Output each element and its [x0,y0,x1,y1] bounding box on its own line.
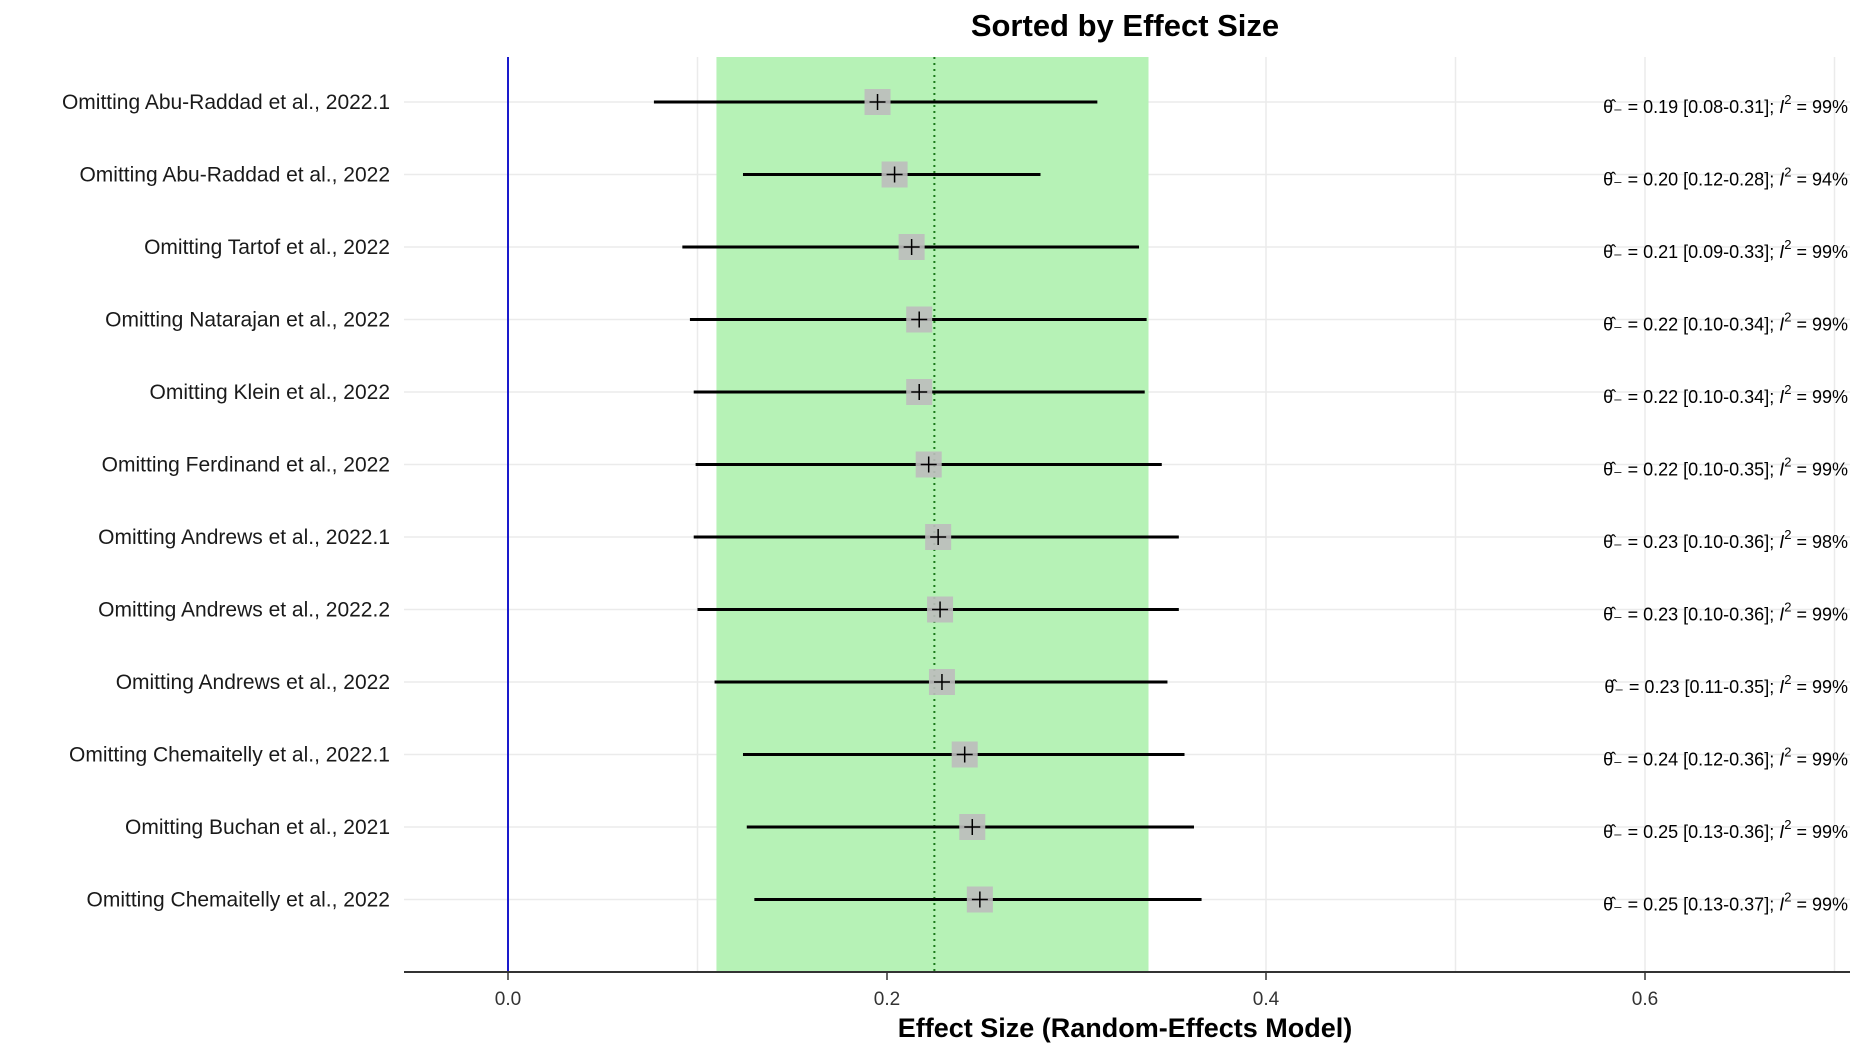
estimate-annotation: θ̂₋ = 0.24 [0.12-0.36]; I2 = 99% [1603,745,1848,770]
i2-symbol: I [1779,822,1784,842]
theta-hat-symbol: θ̂₋ [1603,895,1623,915]
estimate-annotation: θ̂₋ = 0.22 [0.10-0.34]; I2 = 99% [1603,382,1848,407]
study-label: Omitting Andrews et al., 2022.2 [98,599,390,622]
estimate-value: = 0.23 [0.10-0.36]; [1623,605,1780,625]
estimate-annotation: θ̂₋ = 0.21 [0.09-0.33]; I2 = 99% [1603,237,1848,262]
estimate-value: = 0.25 [0.13-0.36]; [1623,822,1780,842]
i2-superscript: 2 [1784,382,1791,397]
study-label: Omitting Chemaitelly et al., 2022.1 [69,744,390,767]
reference-lines [404,57,1850,980]
estimate-value: = 0.19 [0.08-0.31]; [1623,97,1780,117]
study-label: Omitting Abu-Raddad et al., 2022.1 [62,91,390,114]
i2-superscript: 2 [1784,165,1791,180]
study-label: Omitting Abu-Raddad et al., 2022 [79,164,390,187]
i2-symbol: I [1779,750,1784,770]
x-axis-title: Effect Size (Random-Effects Model) [898,1013,1353,1043]
x-tick-label: 0.6 [1632,989,1658,1010]
i2-symbol: I [1779,605,1784,625]
study-label: Omitting Chemaitelly et al., 2022 [87,889,390,912]
x-tick-label: 0.0 [495,989,521,1010]
i2-symbol: I [1779,315,1784,335]
i2-superscript: 2 [1784,600,1791,615]
estimate-value: = 0.23 [0.10-0.36]; [1623,532,1780,552]
i2-superscript: 2 [1784,92,1791,107]
estimate-value: = 0.22 [0.10-0.34]; [1623,315,1780,335]
pooled-ci-rect [716,57,1149,972]
i2-value: = 98% [1791,532,1848,552]
text-layer: Sorted by Effect Size Effect Size (Rando… [62,8,1848,1043]
i2-symbol: I [1779,895,1784,915]
i2-symbol: I [1779,532,1784,552]
chart-title: Sorted by Effect Size [971,8,1279,43]
theta-hat-symbol: θ̂₋ [1603,97,1623,117]
i2-symbol: I [1779,97,1784,117]
i2-symbol: I [1779,387,1784,407]
x-tick-label: 0.2 [874,989,900,1010]
study-label: Omitting Andrews et al., 2022 [116,671,390,694]
i2-superscript: 2 [1784,455,1791,470]
i2-superscript: 2 [1784,672,1791,687]
i2-value: = 99% [1791,97,1848,117]
i2-value: = 99% [1791,242,1848,262]
i2-value: = 94% [1791,170,1848,190]
i2-value: = 99% [1791,605,1848,625]
estimate-annotation: θ̂₋ = 0.22 [0.10-0.34]; I2 = 99% [1603,310,1848,335]
estimate-annotation: θ̂₋ = 0.23 [0.11-0.35]; I2 = 99% [1604,672,1848,697]
i2-value: = 99% [1791,315,1848,335]
i2-superscript: 2 [1784,745,1791,760]
theta-hat-symbol: θ̂₋ [1603,532,1623,552]
i2-value: = 99% [1791,387,1848,407]
estimate-annotation: θ̂₋ = 0.25 [0.13-0.36]; I2 = 99% [1603,817,1848,842]
study-label: Omitting Tartof et al., 2022 [144,236,390,259]
estimate-value: = 0.23 [0.11-0.35]; [1624,677,1779,697]
i2-superscript: 2 [1784,237,1791,252]
estimate-annotation: θ̂₋ = 0.22 [0.10-0.35]; I2 = 99% [1603,455,1848,480]
theta-hat-symbol: θ̂₋ [1604,677,1624,697]
theta-hat-symbol: θ̂₋ [1603,822,1623,842]
study-label: Omitting Buchan et al., 2021 [125,816,390,839]
i2-symbol: I [1779,460,1784,480]
theta-hat-symbol: θ̂₋ [1603,242,1623,262]
estimate-value: = 0.24 [0.12-0.36]; [1623,750,1780,770]
i2-superscript: 2 [1784,310,1791,325]
i2-superscript: 2 [1784,817,1791,832]
study-label: Omitting Andrews et al., 2022.1 [98,526,390,549]
theta-hat-symbol: θ̂₋ [1603,605,1623,625]
theta-hat-symbol: θ̂₋ [1603,170,1623,190]
study-label: Omitting Ferdinand et al., 2022 [102,454,390,477]
i2-value: = 99% [1791,460,1848,480]
study-label: Omitting Klein et al., 2022 [150,381,390,404]
theta-hat-symbol: θ̂₋ [1603,387,1623,407]
i2-value: = 99% [1791,895,1848,915]
i2-superscript: 2 [1784,890,1791,905]
estimate-annotation: θ̂₋ = 0.20 [0.12-0.28]; I2 = 94% [1603,165,1848,190]
estimate-annotation: θ̂₋ = 0.23 [0.10-0.36]; I2 = 98% [1603,527,1848,552]
i2-symbol: I [1779,170,1784,190]
study-label: Omitting Natarajan et al., 2022 [105,309,390,332]
theta-hat-symbol: θ̂₋ [1603,750,1623,770]
i2-symbol: I [1779,242,1784,262]
estimate-value: = 0.20 [0.12-0.28]; [1623,170,1780,190]
i2-superscript: 2 [1784,527,1791,542]
estimate-value: = 0.22 [0.10-0.34]; [1623,387,1780,407]
estimate-annotation: θ̂₋ = 0.25 [0.13-0.37]; I2 = 99% [1603,890,1848,915]
i2-symbol: I [1779,677,1784,697]
study-marks [653,89,1202,913]
estimate-annotation: θ̂₋ = 0.19 [0.08-0.31]; I2 = 99% [1603,92,1848,117]
i2-value: = 99% [1791,750,1848,770]
theta-hat-symbol: θ̂₋ [1603,460,1623,480]
estimate-value: = 0.21 [0.09-0.33]; [1623,242,1780,262]
estimate-annotation: θ̂₋ = 0.23 [0.10-0.36]; I2 = 99% [1603,600,1848,625]
i2-value: = 99% [1791,677,1848,697]
x-tick-label: 0.4 [1253,989,1280,1010]
estimate-value: = 0.25 [0.13-0.37]; [1623,895,1780,915]
theta-hat-symbol: θ̂₋ [1603,315,1623,335]
pooled-ci-band [716,57,1149,972]
estimate-value: = 0.22 [0.10-0.35]; [1623,460,1780,480]
i2-value: = 99% [1791,822,1848,842]
